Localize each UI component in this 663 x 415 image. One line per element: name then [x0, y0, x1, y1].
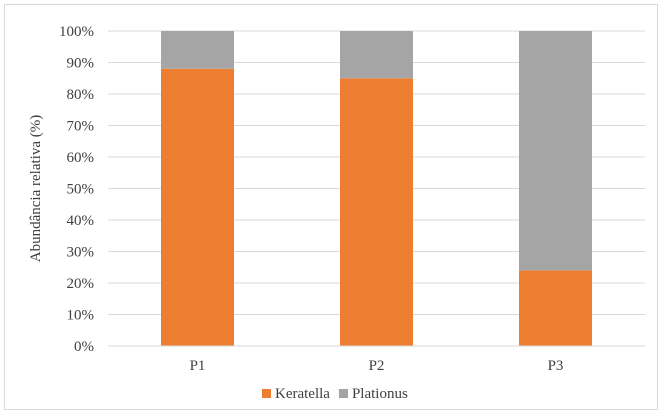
bar-keratella-p2 — [340, 78, 413, 346]
legend-swatch-plationus — [338, 389, 348, 398]
bar-plationus-p2 — [340, 31, 413, 79]
legend-label-keratella: Keratella — [275, 386, 330, 402]
legend-label-plationus: Plationus — [352, 386, 408, 402]
x-tick-labels: P1 P2 P3 — [190, 358, 564, 374]
x-tick-label: P2 — [369, 358, 385, 374]
bar-keratella-p3 — [519, 270, 592, 346]
x-tick-label: P1 — [190, 358, 206, 374]
y-tick-label: 0% — [74, 339, 94, 355]
bar-plationus-p1 — [161, 31, 234, 69]
y-tick-label: 30% — [67, 245, 95, 261]
x-tick-label: P3 — [548, 358, 564, 374]
y-tick-label: 20% — [67, 276, 95, 292]
y-tick-label: 40% — [67, 213, 95, 229]
bars — [161, 31, 592, 347]
y-tick-labels: 0% 10% 20% 30% 40% 50% 60% 70% 80% 90% 100% — [59, 24, 94, 355]
y-tick-label: 70% — [67, 119, 95, 135]
legend: Keratella Plationus — [262, 386, 408, 402]
y-tick-label: 100% — [59, 24, 94, 40]
y-tick-label: 90% — [67, 56, 95, 72]
y-tick-label: 60% — [67, 150, 95, 166]
y-axis-title: Abundância relativa (%) — [28, 115, 44, 262]
y-tick-label: 80% — [67, 87, 95, 103]
bar-plationus-p3 — [519, 31, 592, 271]
y-tick-label: 10% — [67, 308, 95, 324]
bar-keratella-p1 — [161, 68, 234, 347]
legend-swatch-keratella — [262, 389, 271, 398]
y-tick-label: 50% — [67, 182, 95, 198]
